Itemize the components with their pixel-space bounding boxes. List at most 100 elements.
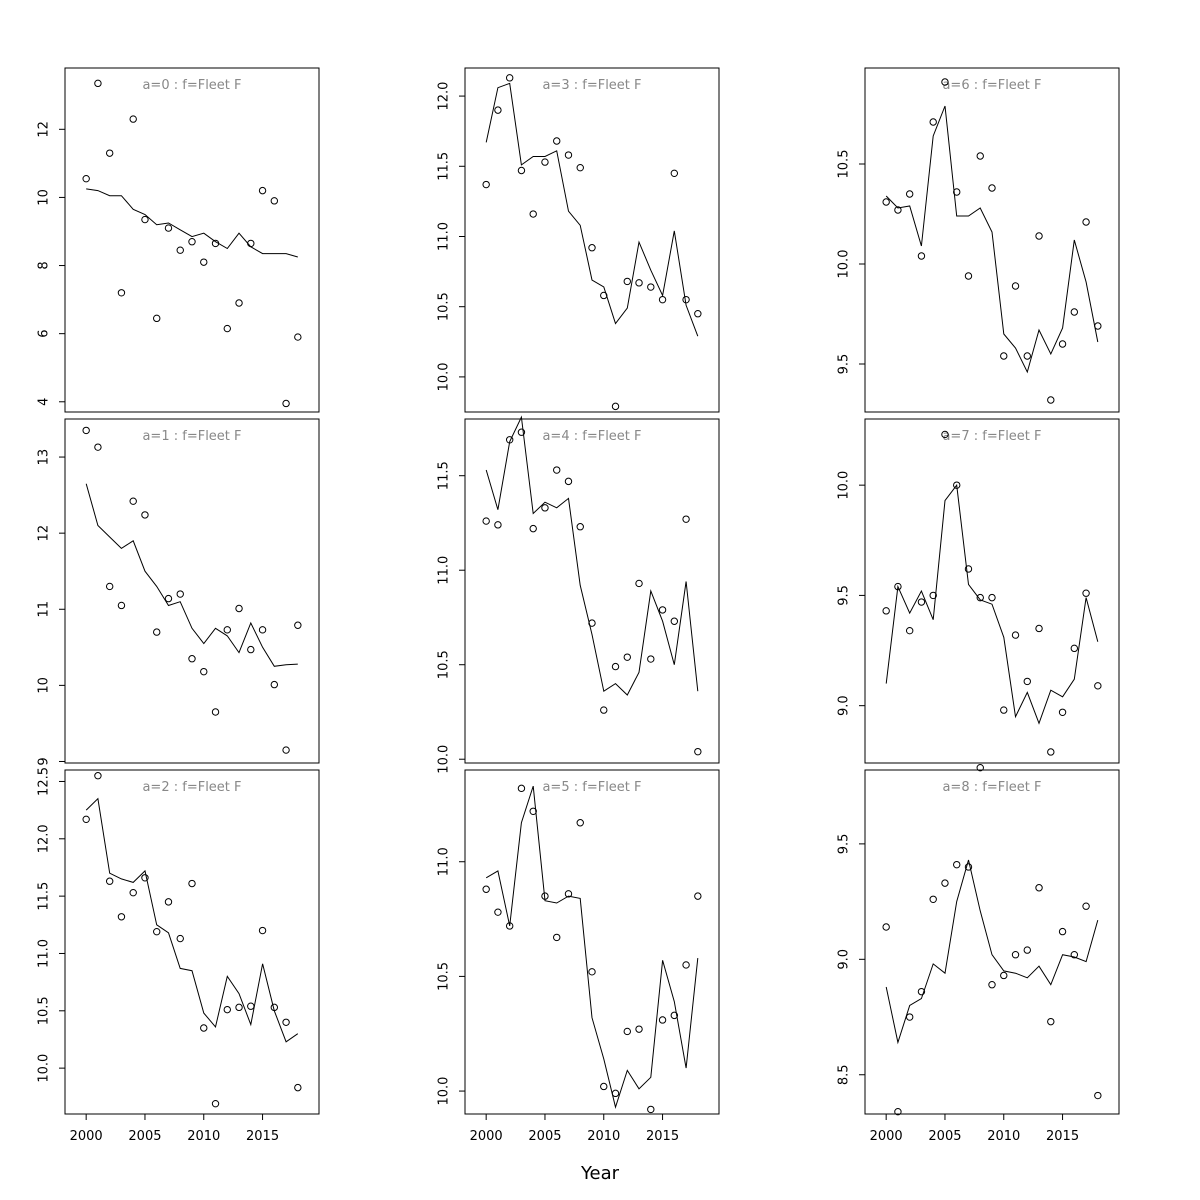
observed-point — [529, 807, 537, 815]
panel: a=2 : f=Fleet F 10.0 10.5 11.0 11.5 12.0 12.5 2… — [37, 767, 320, 1144]
observed-point — [917, 252, 926, 260]
y-tick-label: 10.0 — [37, 1054, 52, 1083]
observed-point — [141, 511, 149, 519]
observed-point — [94, 79, 102, 88]
observed-point — [1023, 677, 1031, 686]
observed-point — [647, 283, 655, 291]
observed-point — [235, 299, 243, 307]
panel-frame — [464, 769, 720, 1115]
observed-point — [894, 582, 902, 591]
observed-point — [164, 898, 173, 906]
panel-title: a=5 : f=Fleet F — [542, 780, 641, 795]
panel-title: a=0 : f=Fleet F — [142, 78, 241, 93]
observed-point — [235, 604, 243, 613]
observed-point — [176, 934, 184, 943]
observed-point — [611, 1089, 620, 1098]
y-tick-label: 12.5 — [37, 767, 52, 796]
observed-point — [1011, 950, 1020, 959]
observed-point — [294, 621, 302, 629]
y-tick-label: 10.5 — [437, 962, 452, 991]
observed-point — [670, 1011, 679, 1020]
observed-point — [964, 863, 973, 871]
observed-point — [1047, 1017, 1055, 1026]
observed-point — [1082, 902, 1090, 910]
observed-point — [188, 238, 196, 246]
observed-point — [211, 1099, 220, 1108]
observed-point — [588, 244, 596, 252]
y-tick-label: 10.5 — [437, 292, 452, 321]
y-tick-label: 11.5 — [437, 461, 452, 490]
observed-point — [682, 961, 690, 969]
observed-point — [953, 860, 961, 869]
observed-point — [82, 174, 90, 183]
observed-point — [941, 78, 949, 86]
observed-point — [294, 1083, 302, 1092]
observed-point — [1058, 708, 1067, 716]
observed-point — [1070, 308, 1079, 316]
panel: a=5 : f=Fleet F 10.0 10.5 11.0 2000 2005 2010 2… — [437, 769, 720, 1144]
observed-point — [82, 426, 90, 435]
observed-point — [1070, 644, 1079, 653]
panel-frame — [64, 418, 320, 764]
x-tick-label: 2000 — [870, 1129, 903, 1144]
observed-point — [482, 180, 490, 189]
observed-point — [505, 436, 514, 444]
observed-point — [494, 106, 502, 114]
fitted-line — [85, 797, 299, 1043]
observed-point — [223, 1005, 231, 1014]
observed-point — [200, 258, 208, 266]
observed-point — [576, 523, 584, 531]
observed-point — [964, 272, 973, 280]
y-tick-label: 11.5 — [437, 152, 452, 181]
observed-point — [223, 324, 231, 333]
observed-point — [270, 1003, 279, 1012]
observed-point — [576, 163, 584, 172]
observed-point — [505, 74, 514, 82]
observed-point — [964, 565, 973, 573]
observed-point — [941, 430, 949, 439]
observed-point — [153, 314, 161, 323]
y-tick-label: 12 — [37, 525, 52, 542]
panel: a=8 : f=Fleet F 8.5 9.0 9.5 2000 2005 2010 2015 — [837, 763, 1120, 1144]
observed-point — [929, 591, 937, 600]
y-tick-label: 11 — [37, 601, 52, 618]
fitted-line — [885, 859, 1099, 1045]
panel-frame — [64, 67, 320, 413]
y-tick-label: 10.5 — [837, 150, 852, 179]
observed-point — [258, 626, 267, 634]
observed-point — [611, 662, 620, 671]
observed-point — [129, 888, 137, 897]
observed-point — [623, 1027, 631, 1036]
y-tick-label: 9.5 — [837, 354, 852, 375]
observed-point — [929, 118, 937, 126]
panel-title: a=1 : f=Fleet F — [142, 429, 241, 444]
observed-point — [211, 708, 220, 716]
observed-point — [894, 206, 902, 214]
observed-point — [553, 466, 561, 474]
y-tick-label: 12 — [37, 121, 52, 138]
x-tick-label: 2000 — [470, 1129, 503, 1144]
panel: a=0 : f=Fleet F 4 6 8 10 12 — [37, 67, 320, 413]
observed-point — [164, 224, 173, 232]
observed-point — [517, 784, 526, 793]
fitted-line — [885, 483, 1099, 725]
observed-point — [1011, 631, 1020, 639]
observed-point — [211, 239, 220, 248]
y-tick-label: 10.0 — [837, 471, 852, 500]
y-tick-label: 9.0 — [837, 949, 852, 970]
y-tick-label: 9.0 — [837, 695, 852, 716]
observed-point — [1058, 927, 1067, 936]
observed-point — [529, 210, 537, 218]
observed-point — [82, 815, 90, 824]
observed-point — [905, 626, 914, 635]
observed-point — [682, 295, 690, 304]
observed-point — [1000, 706, 1008, 714]
y-tick-label: 10.5 — [437, 650, 452, 679]
observed-point — [270, 680, 279, 689]
observed-point — [188, 655, 196, 663]
observed-point — [670, 617, 679, 625]
observed-point — [988, 184, 996, 192]
y-tick-label: 10.0 — [437, 1077, 452, 1106]
y-tick-label: 11.0 — [437, 222, 452, 251]
observed-point — [1058, 340, 1067, 348]
